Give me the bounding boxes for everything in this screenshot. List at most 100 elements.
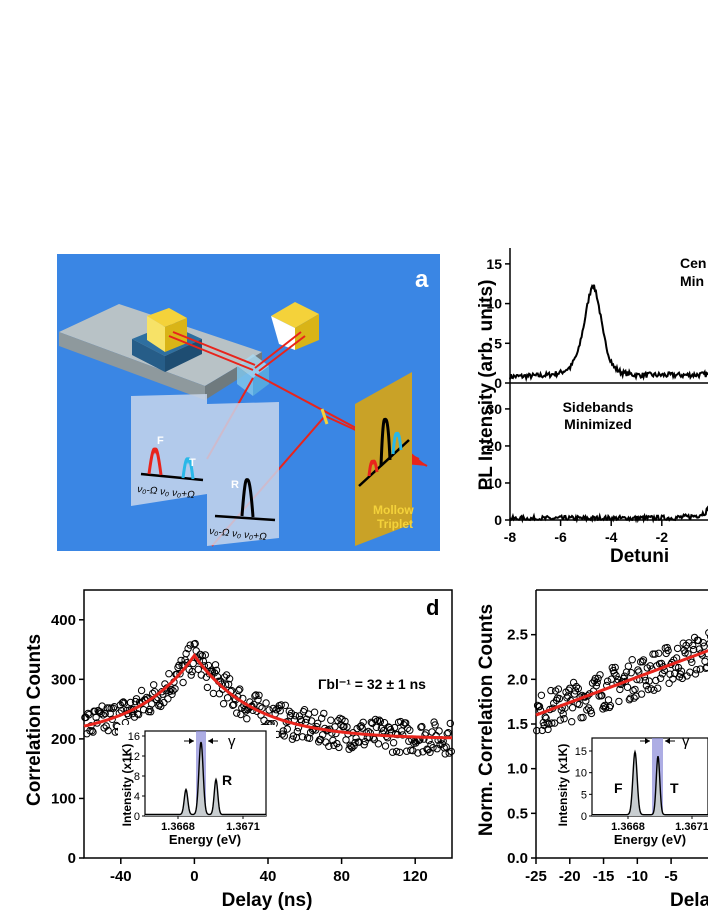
chart-e-point: [665, 679, 673, 688]
chart-d-point: [182, 649, 190, 658]
chart-d-point: [335, 743, 343, 752]
chart-b-top-annotation-2: Min: [680, 273, 704, 289]
chart-d-point: [121, 718, 130, 727]
chart-d-point: [192, 647, 200, 655]
chart-d-point: [243, 715, 251, 723]
chart-d-point: [235, 686, 243, 695]
chart-e-point: [631, 685, 639, 694]
chart-e-xlabel: Dela: [670, 890, 708, 911]
chart-e-point: [548, 719, 556, 727]
chart-e-point: [705, 629, 708, 637]
chart-e-point: [681, 649, 689, 657]
chart-d-inset-ytick: 4: [134, 791, 140, 803]
chart-d-point: [126, 698, 135, 707]
chart-d-point: [314, 719, 322, 728]
chart-d-point: [134, 710, 143, 719]
chart-d-point: [147, 708, 155, 716]
chart-e-point: [696, 665, 705, 673]
chart-d-point: [351, 738, 359, 747]
chart-d-point: [418, 722, 426, 731]
chart-d-point: [198, 652, 207, 660]
chart-d-point: [429, 744, 437, 752]
chart-e-point: [575, 700, 583, 709]
chart-d-point: [204, 661, 213, 670]
chart-d-point: [278, 730, 286, 738]
chart-e-point: [568, 704, 577, 712]
chart-e-point: [655, 649, 663, 658]
chart-e-ytick-label: 2.5: [507, 627, 528, 644]
chart-e-point: [611, 663, 619, 672]
chart-d-point: [300, 706, 309, 714]
objective-cube: [147, 308, 187, 327]
chart-d-point: [288, 735, 297, 743]
chart-e-point: [625, 696, 634, 704]
chart-d-point: [224, 680, 233, 689]
chart-e-point: [628, 656, 636, 664]
chart-e-point: [639, 656, 648, 664]
chart-e-point: [651, 650, 659, 658]
chart-e-inset-ytick: 0: [581, 811, 587, 823]
chart-d-point: [265, 706, 273, 714]
chart-b-xtick-label: -4: [605, 529, 618, 545]
chart-e-point: [583, 706, 591, 714]
chart-e-point: [538, 726, 547, 735]
chart-d-point: [169, 687, 177, 695]
chart-d-point: [291, 712, 300, 720]
chart-e-point: [544, 725, 552, 734]
chart-d-point: [360, 741, 368, 749]
chart-b-bottom-annotation-1: Sidebands: [563, 399, 634, 415]
chart-d-point: [431, 721, 439, 729]
chart-e-inset-ytick: 15: [575, 746, 587, 758]
chart-d-xlabel: Delay (ns): [222, 890, 313, 911]
chart-d-point: [327, 716, 335, 724]
chart-b-bottom-annotation-2: Minimized: [564, 416, 632, 432]
chart-d-point: [119, 698, 128, 706]
chart-d-point: [377, 724, 386, 733]
chart-e-point: [637, 690, 646, 698]
chart-d-point: [179, 678, 187, 687]
chart-d-point: [102, 722, 110, 730]
chart-e-point: [596, 671, 604, 679]
chart-d-point: [225, 675, 234, 683]
chart-e-point: [620, 672, 629, 680]
chart-d-point: [276, 707, 284, 715]
chart-d-point: [331, 723, 339, 731]
chart-e-point: [570, 690, 579, 698]
chart-e-point: [591, 674, 600, 683]
chart-d-ytick-label: 300: [51, 671, 76, 688]
chart-e-ytick-label: 1.5: [507, 716, 528, 733]
chart-e-point: [603, 677, 612, 685]
chart-d-point: [279, 727, 287, 735]
chart-d-point: [98, 702, 106, 710]
chart-d-point: [419, 748, 427, 756]
chart-e-point: [560, 715, 568, 723]
chart-d-inset-ytick: 12: [128, 751, 140, 763]
chart-d-point: [318, 714, 326, 722]
chart-d-point: [97, 709, 105, 718]
chart-b-xtick-label: -6: [554, 529, 567, 545]
chart-d-point: [160, 698, 168, 707]
chart-d-point: [371, 715, 380, 724]
chart-e-inset-ytick: 5: [581, 789, 587, 801]
chart-d-point: [89, 728, 97, 736]
chart-e-point: [606, 701, 615, 710]
chart-d-point: [133, 710, 142, 718]
chart-b-xtick-label: -2: [656, 529, 669, 545]
chart-d-point: [445, 749, 453, 757]
chart-d-point: [168, 690, 176, 699]
chart-d-point: [252, 691, 260, 699]
chart-e-point: [532, 726, 541, 735]
chart-b-ylabel: PL Intensity (arb. units): [476, 280, 497, 491]
chart-d-point: [319, 731, 327, 739]
chart-d-xtick-label: 0: [190, 868, 198, 885]
chart-e-point: [615, 697, 623, 706]
chart-d-point: [188, 667, 196, 676]
chart-e-point: [594, 674, 602, 683]
chart-e-point: [685, 639, 693, 647]
chart-d-point: [175, 661, 183, 670]
chart-d-point: [260, 716, 268, 725]
chart-d-point: [191, 639, 199, 648]
chart-d-point: [241, 705, 249, 714]
chart-d-point: [150, 681, 158, 689]
chart-b-xlabel: Detuni: [610, 546, 669, 567]
